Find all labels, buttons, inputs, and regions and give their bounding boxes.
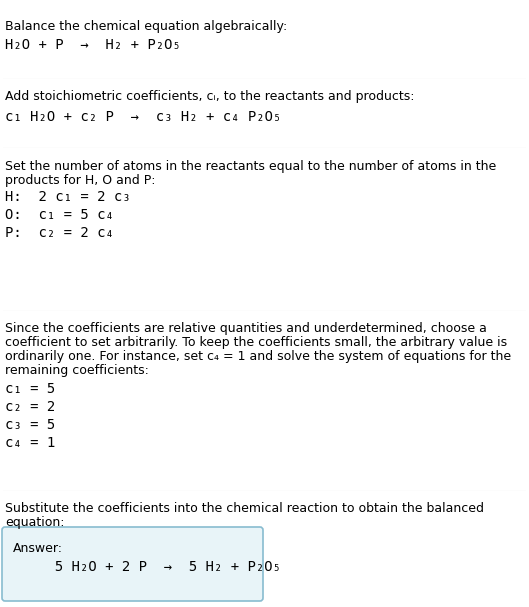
FancyBboxPatch shape — [2, 527, 263, 601]
Text: remaining coefficients:: remaining coefficients: — [5, 364, 149, 377]
Text: ordinarily one. For instance, set c₄ = 1 and solve the system of equations for t: ordinarily one. For instance, set c₄ = 1… — [5, 350, 511, 363]
Text: equation:: equation: — [5, 516, 65, 529]
Text: Substitute the coefficients into the chemical reaction to obtain the balanced: Substitute the coefficients into the che… — [5, 502, 484, 515]
Text: Balance the chemical equation algebraically:: Balance the chemical equation algebraica… — [5, 20, 287, 33]
Text: c₁ H₂O + c₂ P  →  c₃ H₂ + c₄ P₂O₅: c₁ H₂O + c₂ P → c₃ H₂ + c₄ P₂O₅ — [5, 110, 281, 124]
Text: c₁ = 5: c₁ = 5 — [5, 382, 55, 396]
Text: H:  2 c₁ = 2 c₃: H: 2 c₁ = 2 c₃ — [5, 190, 131, 204]
Text: Set the number of atoms in the reactants equal to the number of atoms in the: Set the number of atoms in the reactants… — [5, 160, 496, 173]
Text: 5 H₂O + 2 P  →  5 H₂ + P₂O₅: 5 H₂O + 2 P → 5 H₂ + P₂O₅ — [13, 560, 281, 574]
Text: c₂ = 2: c₂ = 2 — [5, 400, 55, 414]
Text: products for H, O and P:: products for H, O and P: — [5, 174, 156, 187]
Text: H₂O + P  →  H₂ + P₂O₅: H₂O + P → H₂ + P₂O₅ — [5, 38, 181, 52]
Text: Add stoichiometric coefficients, cᵢ, to the reactants and products:: Add stoichiometric coefficients, cᵢ, to … — [5, 90, 415, 103]
Text: c₄ = 1: c₄ = 1 — [5, 436, 55, 450]
Text: O:  c₁ = 5 c₄: O: c₁ = 5 c₄ — [5, 208, 114, 222]
Text: Answer:: Answer: — [13, 542, 63, 555]
Text: P:  c₂ = 2 c₄: P: c₂ = 2 c₄ — [5, 226, 114, 240]
Text: coefficient to set arbitrarily. To keep the coefficients small, the arbitrary va: coefficient to set arbitrarily. To keep … — [5, 336, 507, 349]
Text: Since the coefficients are relative quantities and underdetermined, choose a: Since the coefficients are relative quan… — [5, 322, 487, 335]
Text: c₃ = 5: c₃ = 5 — [5, 418, 55, 432]
